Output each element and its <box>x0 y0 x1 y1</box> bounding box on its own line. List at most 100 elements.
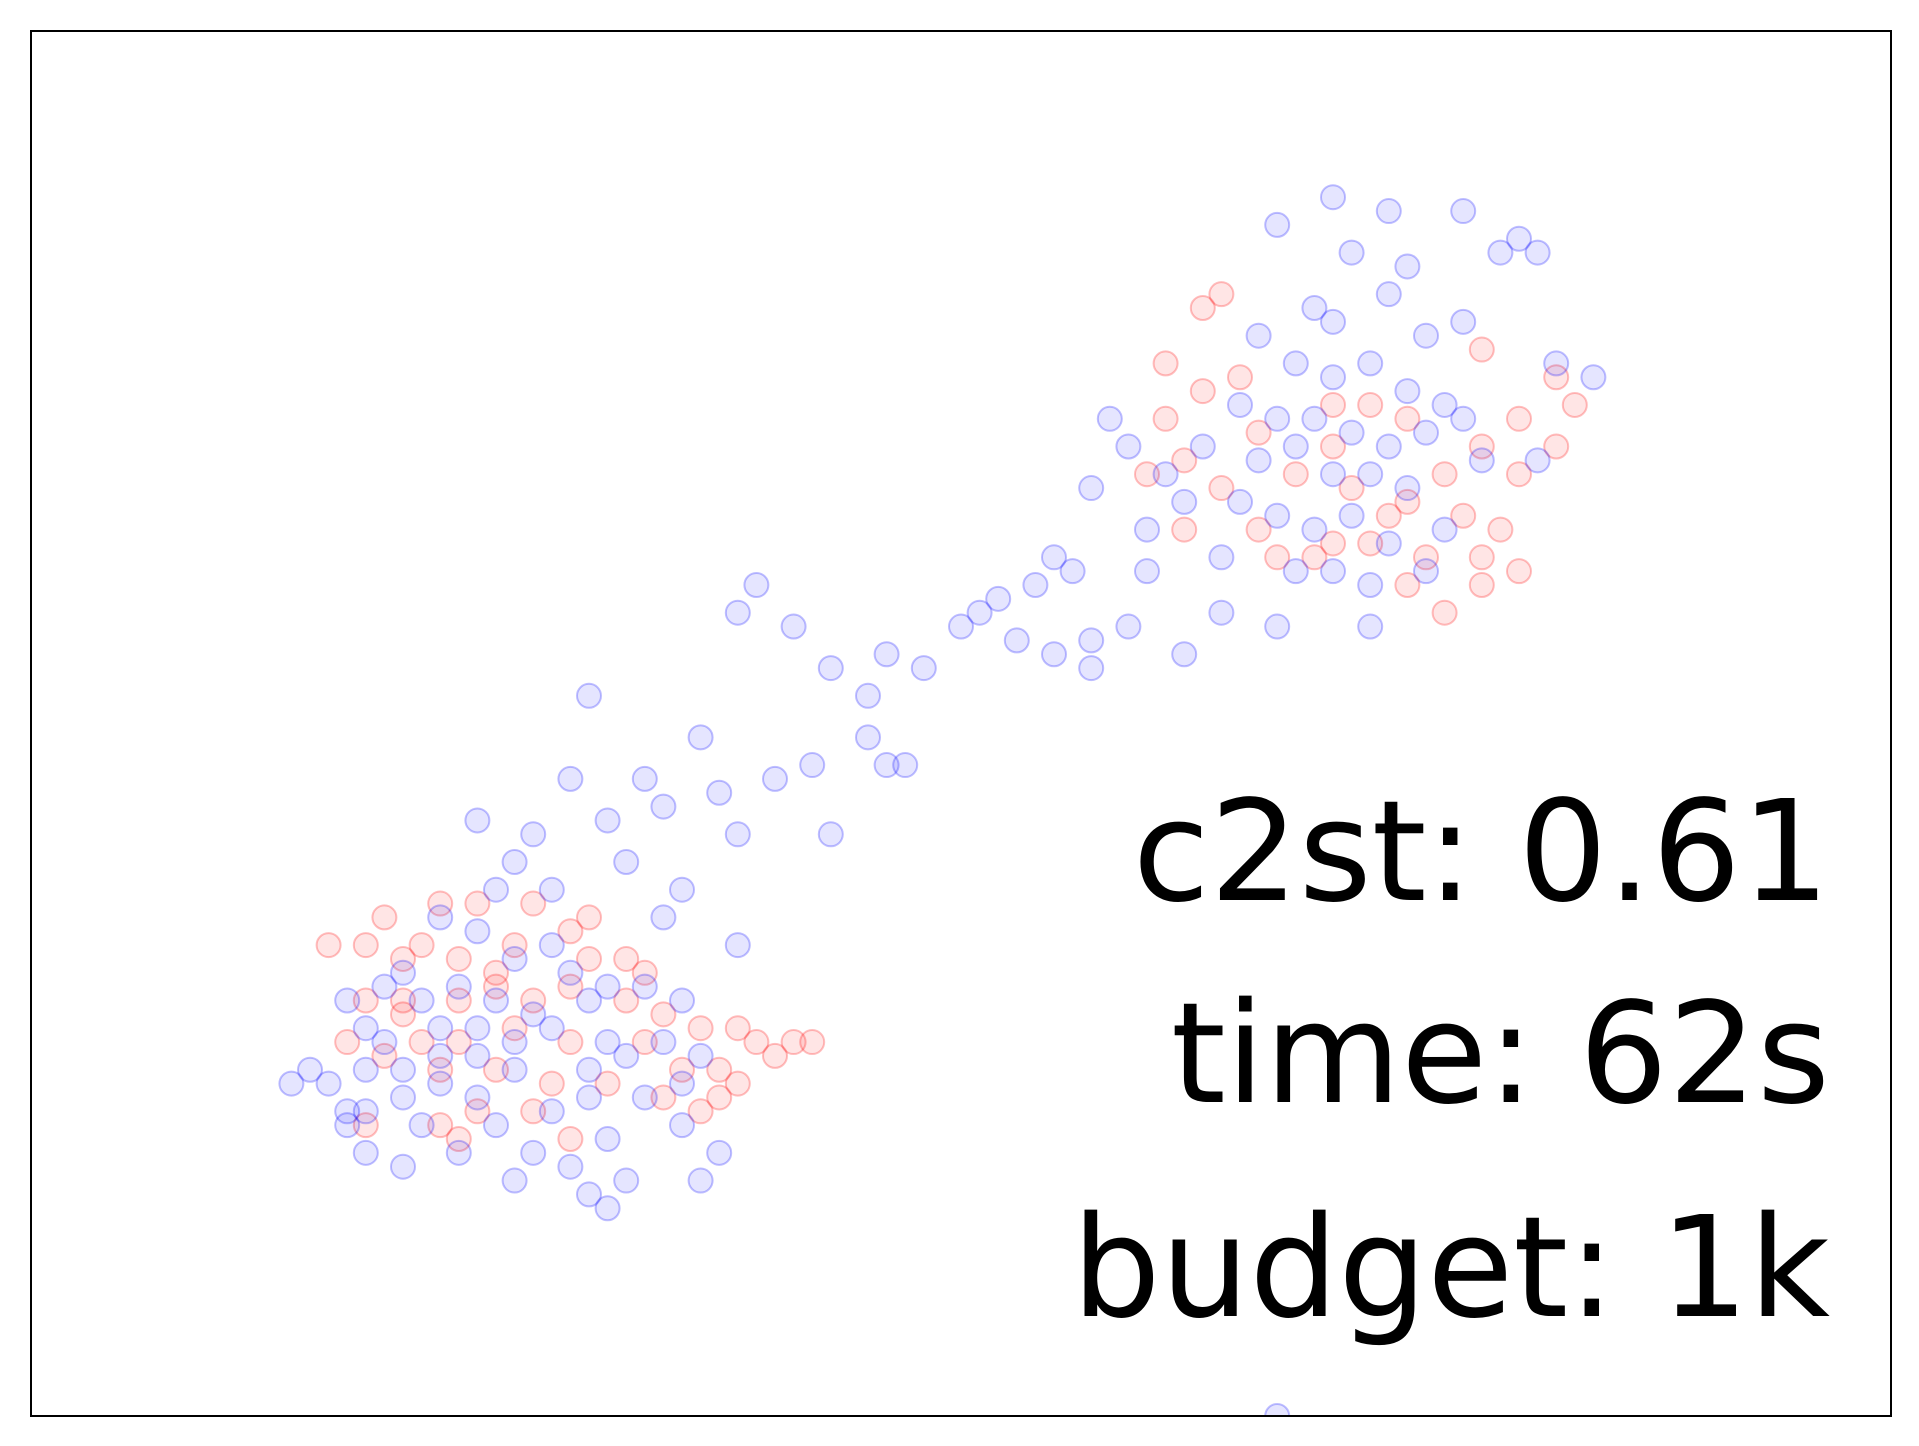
scatter-point <box>1524 447 1551 474</box>
scatter-point <box>334 1112 361 1139</box>
scatter-point <box>557 918 584 945</box>
scatter-point <box>873 752 900 779</box>
scatter-point <box>1413 419 1439 446</box>
scatter-point <box>1227 391 1253 418</box>
scatter-point <box>594 1070 621 1097</box>
scatter-point <box>1003 627 1030 654</box>
scatter-point <box>966 599 993 626</box>
scatter-point <box>1189 433 1216 460</box>
scatter-point <box>613 849 640 875</box>
scatter-point <box>799 752 826 779</box>
scatter-point <box>1357 350 1384 377</box>
scatter-point <box>352 987 379 1014</box>
scatter-point <box>1543 350 1570 377</box>
scatter-point <box>1394 475 1421 502</box>
scatter-point <box>631 765 658 792</box>
scatter-point <box>390 987 416 1014</box>
scatter-point <box>650 1029 677 1056</box>
scatter-point <box>1134 461 1160 488</box>
plot-frame <box>30 30 1892 1417</box>
scatter-point <box>1022 572 1049 598</box>
scatter-point <box>743 1029 770 1056</box>
scatter-point <box>780 613 807 640</box>
scatter-point <box>1394 405 1421 432</box>
scatter-point <box>1431 391 1458 418</box>
scatter-point <box>1115 613 1142 640</box>
scatter-point <box>1227 364 1253 391</box>
scatter-point <box>371 1042 398 1069</box>
scatter-point <box>855 682 881 709</box>
scatter-point <box>1450 198 1477 225</box>
scatter-point <box>1375 502 1402 529</box>
scatter-point <box>1375 530 1402 557</box>
scatter-point <box>390 1001 416 1028</box>
scatter-point <box>576 1181 602 1208</box>
scatter-point <box>1189 378 1216 405</box>
scatter-point <box>1134 516 1160 543</box>
scatter-point <box>613 1167 640 1194</box>
scatter-point <box>724 1070 751 1097</box>
scatter-point <box>724 932 751 959</box>
scatter-point <box>1264 502 1291 529</box>
scatter-point <box>390 945 416 972</box>
scatter-point <box>1450 308 1477 335</box>
scatter-point <box>1245 516 1272 543</box>
scatter-point <box>1208 281 1235 308</box>
scatter-point <box>501 1167 528 1194</box>
scatter-point <box>557 1029 584 1056</box>
scatter-point <box>1134 558 1160 585</box>
scatter-point <box>1561 391 1588 418</box>
scatter-point <box>1152 405 1179 432</box>
scatter-point <box>1264 211 1291 238</box>
scatter-point <box>1450 405 1477 432</box>
scatter-point <box>1301 405 1328 432</box>
scatter-point <box>371 973 398 1000</box>
scatter-point <box>557 973 584 1000</box>
scatter-point <box>576 1084 602 1111</box>
scatter-point <box>483 959 509 986</box>
scatter-point <box>576 945 602 972</box>
scatter-point <box>631 959 658 986</box>
scatter-point <box>483 1112 509 1139</box>
scatter-point <box>445 1029 472 1056</box>
scatter-point <box>650 1084 677 1111</box>
scatter-point <box>352 1139 379 1166</box>
scatter-point <box>371 904 398 931</box>
scatter-point <box>613 1042 640 1069</box>
scatter-point <box>520 1001 547 1028</box>
scatter-point <box>557 959 584 986</box>
scatter-point <box>1301 295 1328 321</box>
scatter-point <box>1078 655 1105 682</box>
scatter-point <box>1431 461 1458 488</box>
scatter-point <box>501 945 528 972</box>
scatter-point <box>594 1126 621 1152</box>
scatter-point <box>538 1070 565 1097</box>
scatter-point <box>1338 502 1365 529</box>
scatter-point <box>1320 308 1346 335</box>
scatter-point <box>1320 530 1346 557</box>
scatter-point <box>724 1015 751 1042</box>
scatter-point <box>538 876 565 903</box>
scatter-point <box>1320 391 1346 418</box>
scatter-point <box>1171 447 1198 474</box>
scatter-point <box>1506 558 1532 585</box>
scatter-point <box>1227 488 1253 515</box>
scatter-point <box>297 1056 323 1083</box>
scatter-point <box>1338 239 1365 266</box>
scatter-point <box>1282 461 1309 488</box>
scatter-point <box>352 1056 379 1083</box>
scatter-point <box>1059 558 1086 585</box>
scatter-point <box>1357 461 1384 488</box>
scatter-point <box>464 1042 491 1069</box>
scatter-point <box>669 987 695 1014</box>
scatter-point <box>464 807 491 834</box>
scatter-point <box>1394 253 1421 280</box>
scatter-point <box>371 1029 398 1056</box>
scatter-point <box>557 1126 584 1152</box>
scatter-point <box>427 1042 454 1069</box>
scatter-point <box>631 1029 658 1056</box>
scatter-point <box>706 1084 733 1111</box>
scatter-point <box>669 1056 695 1083</box>
scatter-point <box>669 1070 695 1097</box>
annotation: budget: 1k <box>1072 1187 1830 1350</box>
